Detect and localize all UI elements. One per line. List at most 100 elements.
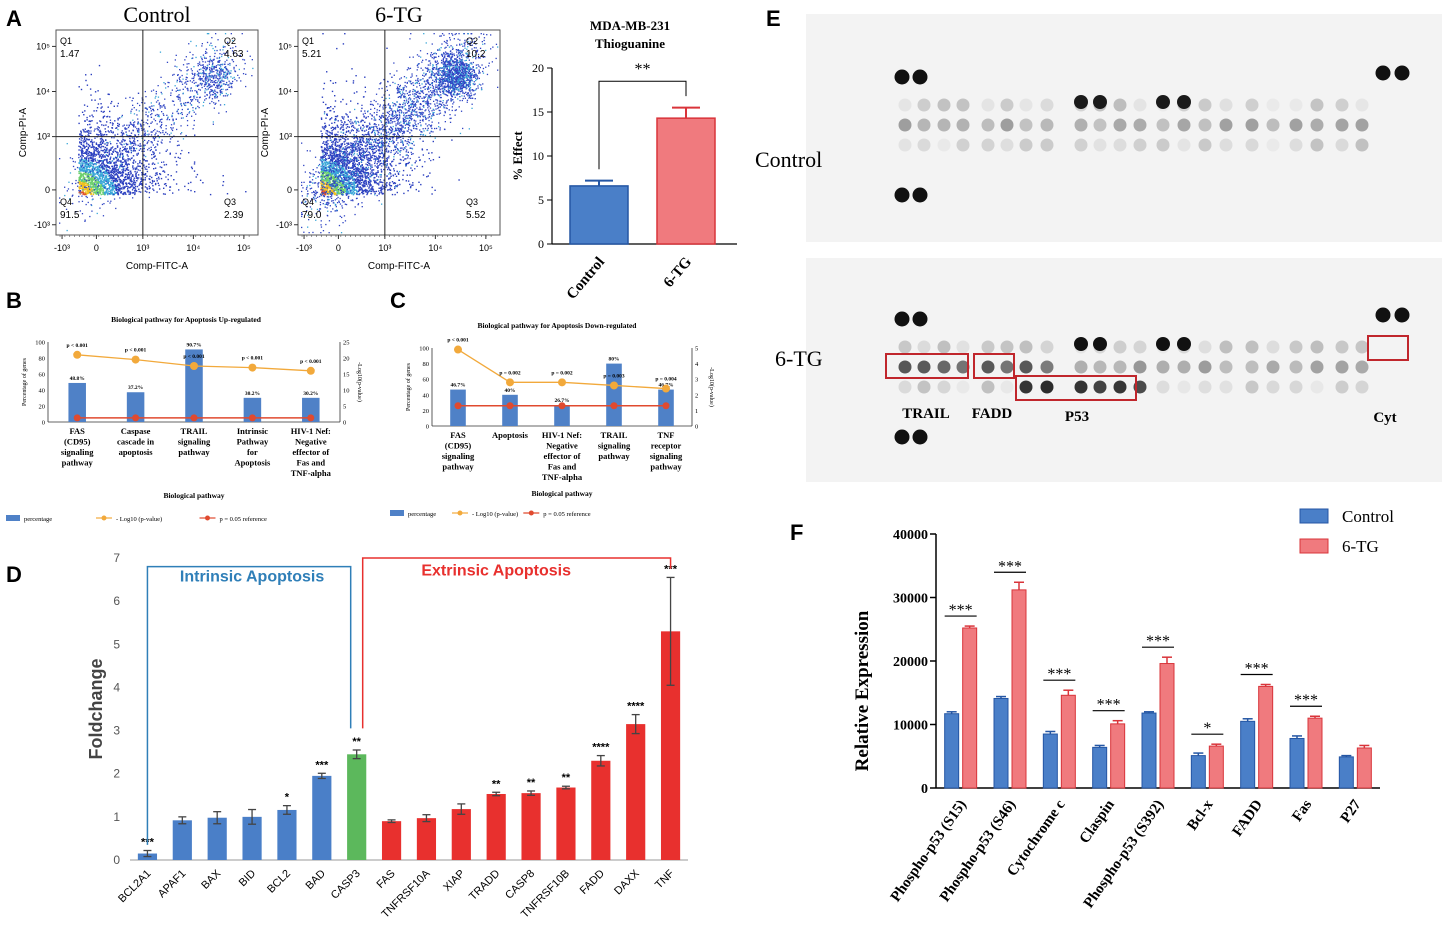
flow-event <box>122 181 125 183</box>
flow-event <box>89 164 91 166</box>
flow-event <box>226 69 229 71</box>
flow-event <box>242 73 245 75</box>
flow-event <box>219 70 221 72</box>
flow-event <box>84 160 86 162</box>
panel-label-b: B <box>6 288 22 313</box>
flow-event <box>193 95 195 98</box>
flow-event <box>86 182 89 185</box>
flow-event <box>353 165 355 167</box>
flow-event <box>117 117 119 120</box>
flow-event <box>220 85 222 87</box>
flow-event <box>116 166 118 168</box>
flow-event <box>98 168 100 170</box>
flow-event <box>122 183 124 185</box>
flow-event <box>180 103 182 105</box>
flow-event <box>91 199 93 201</box>
flow-event <box>79 170 81 172</box>
flow-event <box>157 85 159 87</box>
flow-event <box>186 73 188 75</box>
flow-event <box>375 145 377 148</box>
flow-event <box>194 191 196 193</box>
quadrant-name: Q1 <box>60 36 72 46</box>
flow-event <box>123 170 125 172</box>
flow-event <box>99 129 101 132</box>
flow-event <box>356 91 358 93</box>
flow-event <box>388 138 391 140</box>
flow-event <box>194 72 196 75</box>
flow-event <box>328 170 330 172</box>
flow-event <box>180 102 182 105</box>
flow-event <box>386 47 388 49</box>
flow-event <box>94 155 96 157</box>
flow-event <box>77 185 79 187</box>
flow-event <box>224 83 227 86</box>
flow-event <box>214 94 217 96</box>
flow-event <box>99 207 101 209</box>
flow-event <box>107 175 110 177</box>
flow-event <box>90 190 92 192</box>
flow-event <box>332 167 334 169</box>
flow-event <box>392 149 395 152</box>
flow-event <box>227 41 229 43</box>
flow-event <box>343 173 346 175</box>
flow-event <box>218 64 221 66</box>
flow-event <box>96 172 98 175</box>
flow-event <box>409 132 411 134</box>
flow-event <box>326 185 328 188</box>
flow-event <box>136 180 138 182</box>
flow-event <box>97 185 99 188</box>
flow-event <box>342 189 344 192</box>
flow-event <box>320 166 323 168</box>
flow-event <box>404 158 406 160</box>
flow-event <box>205 48 208 50</box>
flow-event <box>141 137 143 139</box>
flow-event <box>162 170 164 172</box>
flow-event <box>342 137 344 139</box>
flow-event <box>222 70 224 72</box>
flow-event <box>348 143 350 145</box>
flow-event <box>111 187 113 190</box>
flow-event <box>169 189 171 191</box>
flow-event <box>360 110 362 112</box>
flow-event <box>391 193 394 196</box>
flow-event <box>390 173 392 175</box>
flow-event <box>153 139 156 141</box>
flow-event <box>179 100 181 102</box>
flow-event <box>364 179 366 182</box>
flow-event <box>82 175 85 177</box>
x-axis-label: Comp-FITC-A <box>126 261 189 272</box>
flow-event <box>215 86 217 89</box>
flow-event <box>127 182 130 184</box>
flow-event <box>353 161 356 163</box>
flow-event <box>87 129 89 132</box>
flow-event <box>149 181 151 184</box>
flow-event <box>411 118 413 120</box>
flow-event <box>191 72 193 74</box>
flow-event <box>219 75 221 77</box>
flow-event <box>176 79 178 81</box>
flow-event <box>185 104 187 107</box>
flow-event <box>96 182 98 184</box>
flow-event <box>121 172 124 174</box>
flow-event <box>102 181 104 183</box>
flow-event <box>383 124 385 126</box>
flow-event <box>138 188 140 190</box>
flow-event <box>121 188 123 190</box>
flow-event <box>414 89 416 91</box>
flow-event <box>125 183 128 186</box>
flow-event <box>97 172 99 174</box>
flow-event <box>157 134 159 137</box>
flow-event <box>351 187 354 190</box>
flow-event <box>177 74 179 76</box>
flow-event <box>177 89 179 91</box>
flow-event <box>83 189 85 191</box>
flow-event <box>350 142 352 144</box>
flow-event <box>199 89 201 91</box>
flow-event <box>245 73 247 75</box>
flow-event <box>178 96 180 98</box>
flow-event <box>96 127 98 130</box>
flow-event <box>327 177 330 179</box>
flow-event <box>368 162 370 164</box>
flow-event <box>357 183 359 185</box>
flow-event <box>368 187 370 189</box>
